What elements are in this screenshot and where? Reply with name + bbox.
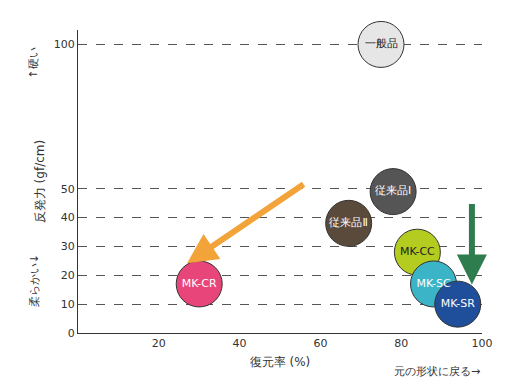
svg-text:復元率 (%): 復元率 (%) [250, 355, 311, 369]
svg-text:MK-SC: MK-SC [416, 277, 451, 290]
svg-text:50: 50 [61, 183, 75, 196]
svg-text:10: 10 [61, 298, 75, 311]
svg-text:20: 20 [152, 337, 166, 350]
svg-text:30: 30 [61, 240, 75, 253]
svg-text:60: 60 [313, 337, 327, 350]
svg-text:柔らかい↓: 柔らかい↓ [28, 254, 41, 307]
svg-text:反発力 (gf/cm): 反発力 (gf/cm) [33, 140, 47, 223]
svg-text:MK-CC: MK-CC [400, 245, 435, 258]
svg-text:40: 40 [233, 337, 247, 350]
svg-text:80: 80 [394, 337, 408, 350]
svg-text:従来品Ⅰ: 従来品Ⅰ [375, 184, 411, 197]
svg-text:元の形状に戻る→: 元の形状に戻る→ [394, 365, 480, 378]
svg-text:MK-CR: MK-CR [182, 277, 217, 290]
svg-text:100: 100 [54, 38, 75, 51]
svg-text:20: 20 [61, 269, 75, 282]
svg-text:一般品: 一般品 [365, 37, 398, 50]
svg-text:100: 100 [472, 337, 493, 350]
svg-text:0: 0 [68, 327, 75, 340]
svg-text:40: 40 [61, 211, 75, 224]
svg-text:従来品Ⅱ: 従来品Ⅱ [329, 216, 367, 229]
svg-text:MK-SR: MK-SR [441, 297, 476, 310]
svg-text:↑硬い: ↑硬い [27, 47, 40, 78]
